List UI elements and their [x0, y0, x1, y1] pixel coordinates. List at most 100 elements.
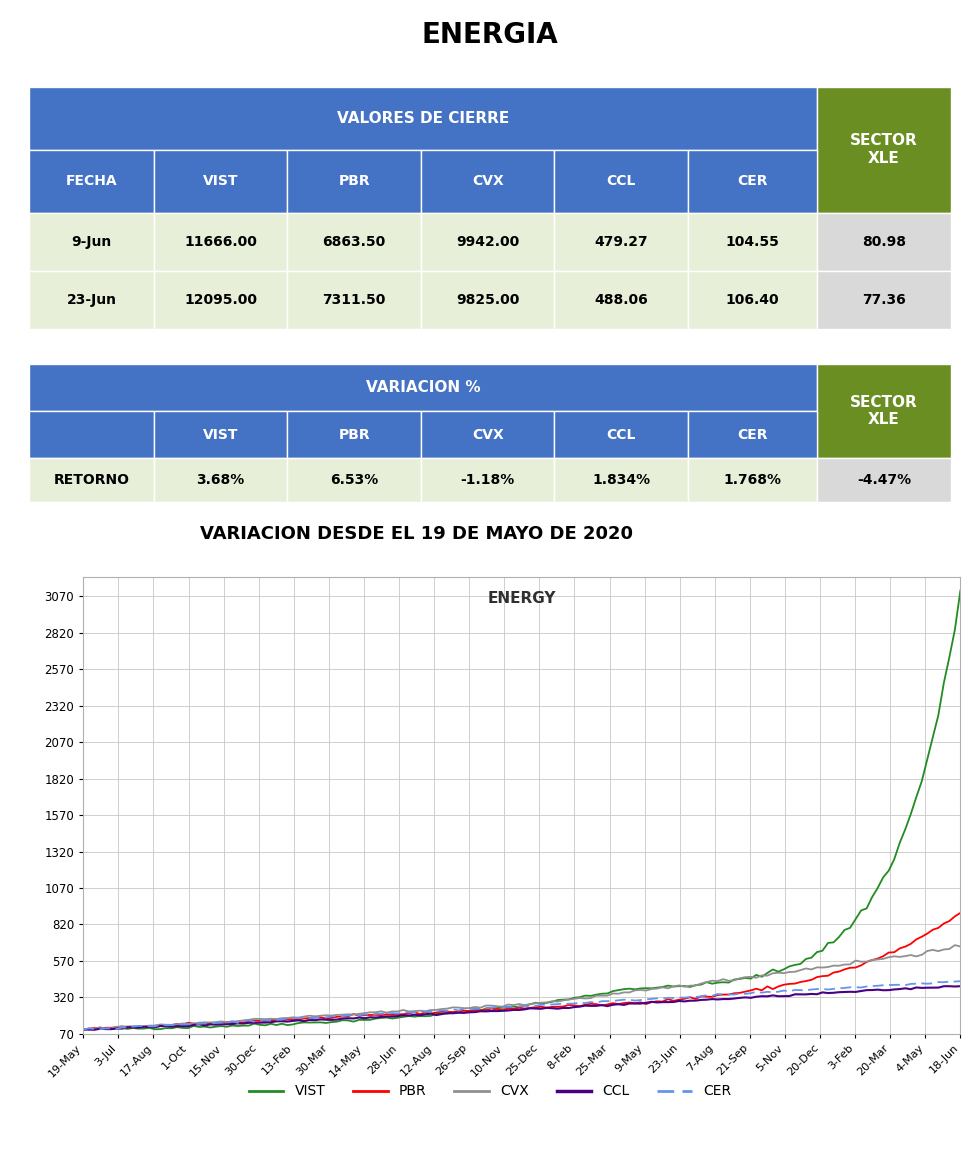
CVX	[949, 938, 960, 952]
VIST	[916, 774, 928, 788]
Bar	[817, 213, 951, 271]
Bar	[421, 150, 555, 213]
PBR	[646, 996, 658, 1009]
Bar	[287, 150, 421, 213]
CVX	[325, 1008, 337, 1022]
Text: 80.98: 80.98	[861, 234, 906, 248]
Text: 7311.50: 7311.50	[322, 293, 386, 307]
Bar	[154, 271, 287, 329]
Text: VARIACION DESDE EL 19 DE MAYO DE 2020: VARIACION DESDE EL 19 DE MAYO DE 2020	[200, 526, 633, 543]
CVX	[77, 1022, 89, 1036]
VIST	[800, 952, 811, 966]
Bar	[817, 459, 951, 502]
VIST	[260, 1019, 271, 1033]
PBR	[77, 1023, 89, 1037]
Bar	[29, 150, 154, 213]
Text: PBR: PBR	[338, 174, 369, 188]
Text: ENERGY: ENERGY	[488, 591, 556, 606]
Text: 1.834%: 1.834%	[592, 474, 651, 487]
Text: 488.06: 488.06	[595, 293, 648, 307]
Line: VIST: VIST	[83, 590, 960, 1029]
CCL	[800, 988, 811, 1001]
Bar	[154, 213, 287, 271]
Bar	[29, 213, 154, 271]
Text: CER: CER	[737, 174, 767, 188]
Text: VALORES DE CIERRE: VALORES DE CIERRE	[337, 111, 510, 126]
Text: VIST: VIST	[203, 174, 238, 188]
Text: -1.18%: -1.18%	[461, 474, 514, 487]
Bar	[154, 459, 287, 502]
PBR	[910, 932, 922, 946]
Text: 479.27: 479.27	[595, 234, 648, 248]
Text: FECHA: FECHA	[66, 174, 118, 188]
CCL	[331, 1013, 343, 1027]
PBR	[795, 975, 807, 989]
Bar	[817, 364, 951, 459]
VIST	[568, 991, 580, 1005]
Text: CVX: CVX	[471, 174, 504, 188]
CER	[910, 977, 922, 991]
VIST	[651, 981, 662, 994]
Text: RETORNO: RETORNO	[54, 474, 129, 487]
Text: 23-Jun: 23-Jun	[67, 293, 117, 307]
Bar	[688, 459, 817, 502]
CER	[325, 1009, 337, 1023]
VIST	[77, 1022, 89, 1036]
Bar	[29, 411, 154, 459]
CCL	[260, 1015, 271, 1029]
PBR	[955, 906, 966, 919]
Text: CER: CER	[737, 427, 767, 441]
Text: VIST: VIST	[203, 427, 238, 441]
CCL	[77, 1022, 89, 1036]
Text: PBR: PBR	[338, 427, 369, 441]
Text: 3.68%: 3.68%	[196, 474, 245, 487]
CVX	[563, 992, 574, 1006]
CVX	[646, 982, 658, 996]
Text: 1.768%: 1.768%	[723, 474, 781, 487]
CVX	[795, 963, 807, 977]
Text: 9-Jun: 9-Jun	[72, 234, 112, 248]
Bar	[29, 87, 817, 150]
VIST	[83, 1022, 95, 1036]
Bar	[555, 213, 688, 271]
Text: 104.55: 104.55	[725, 234, 779, 248]
Bar	[555, 271, 688, 329]
Text: 77.36: 77.36	[862, 293, 906, 307]
Bar	[421, 213, 555, 271]
Line: CCL: CCL	[83, 986, 960, 1030]
Text: CCL: CCL	[607, 427, 636, 441]
Bar	[287, 271, 421, 329]
Bar	[688, 271, 817, 329]
Text: 6.53%: 6.53%	[330, 474, 378, 487]
CVX	[254, 1012, 266, 1026]
Bar	[421, 459, 555, 502]
Bar	[421, 411, 555, 459]
Bar	[688, 411, 817, 459]
Bar	[287, 459, 421, 502]
Bar	[688, 213, 817, 271]
Text: 11666.00: 11666.00	[184, 234, 257, 248]
Text: 9825.00: 9825.00	[456, 293, 519, 307]
Bar	[421, 271, 555, 329]
Bar	[287, 411, 421, 459]
CCL	[916, 981, 928, 994]
CER	[254, 1014, 266, 1028]
Text: 106.40: 106.40	[726, 293, 779, 307]
PBR	[325, 1011, 337, 1024]
Bar	[154, 411, 287, 459]
Text: CVX: CVX	[471, 427, 504, 441]
PBR	[254, 1014, 266, 1028]
Bar	[555, 411, 688, 459]
Text: 6863.50: 6863.50	[322, 234, 386, 248]
CER	[795, 983, 807, 997]
Bar	[29, 364, 817, 411]
Text: SECTOR
XLE: SECTOR XLE	[850, 134, 917, 166]
PBR	[563, 998, 574, 1012]
CER	[646, 992, 658, 1006]
CER	[563, 997, 574, 1011]
Text: -4.47%: -4.47%	[857, 474, 910, 487]
CER	[77, 1022, 89, 1036]
Bar	[817, 87, 951, 213]
Text: 9942.00: 9942.00	[456, 234, 519, 248]
VIST	[331, 1015, 343, 1029]
